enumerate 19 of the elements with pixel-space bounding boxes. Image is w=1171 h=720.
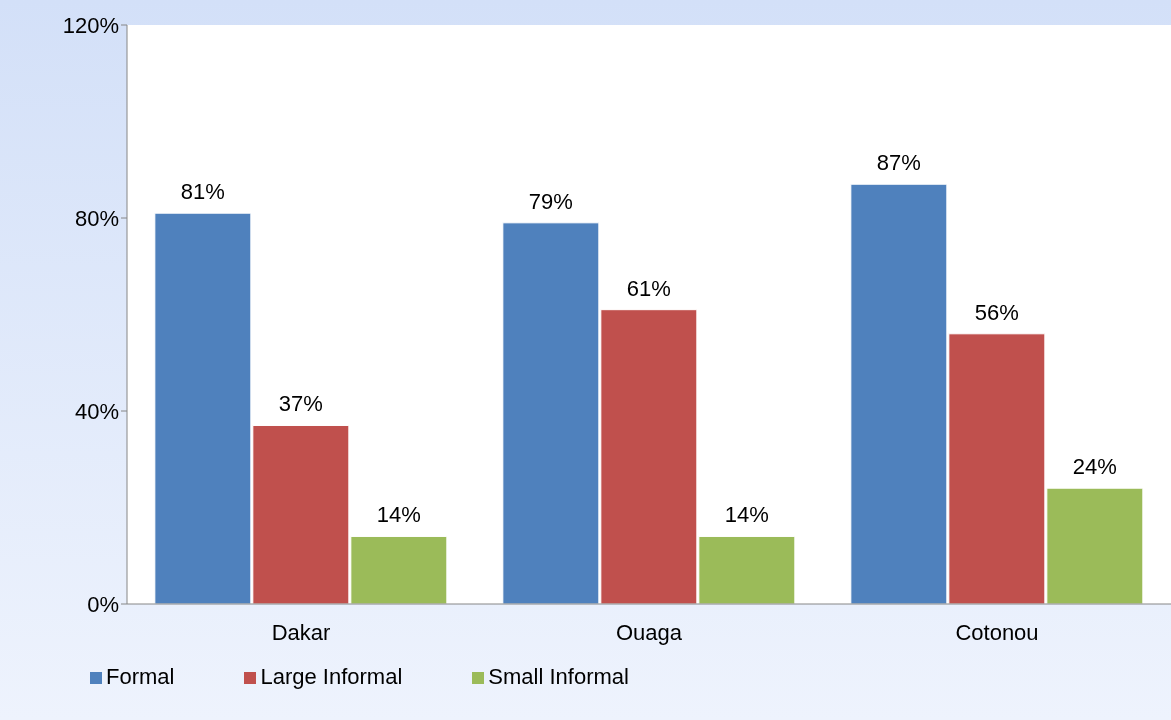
legend-label: Large Informal <box>260 664 403 689</box>
y-tick-label: 0% <box>87 591 119 617</box>
data-label: 14% <box>376 502 421 528</box>
data-label: 37% <box>278 391 323 417</box>
data-label: 56% <box>974 299 1019 325</box>
y-tick-label: 120% <box>62 12 119 38</box>
data-label: 87% <box>876 150 921 176</box>
data-label: 61% <box>626 275 671 301</box>
data-label: 79% <box>528 188 573 214</box>
legend-label: Small Informal <box>488 664 629 689</box>
data-label: 24% <box>1072 454 1117 480</box>
y-tick-label: 40% <box>74 398 119 424</box>
data-label: 14% <box>724 502 769 528</box>
data-label: 81% <box>180 179 225 205</box>
legend-label: Formal <box>106 664 175 689</box>
x-tick-label: Dakar <box>271 619 331 645</box>
y-tick-label: 80% <box>74 205 119 231</box>
x-tick-label: Ouaga <box>615 619 683 645</box>
x-tick-label: Cotonou <box>955 619 1039 645</box>
